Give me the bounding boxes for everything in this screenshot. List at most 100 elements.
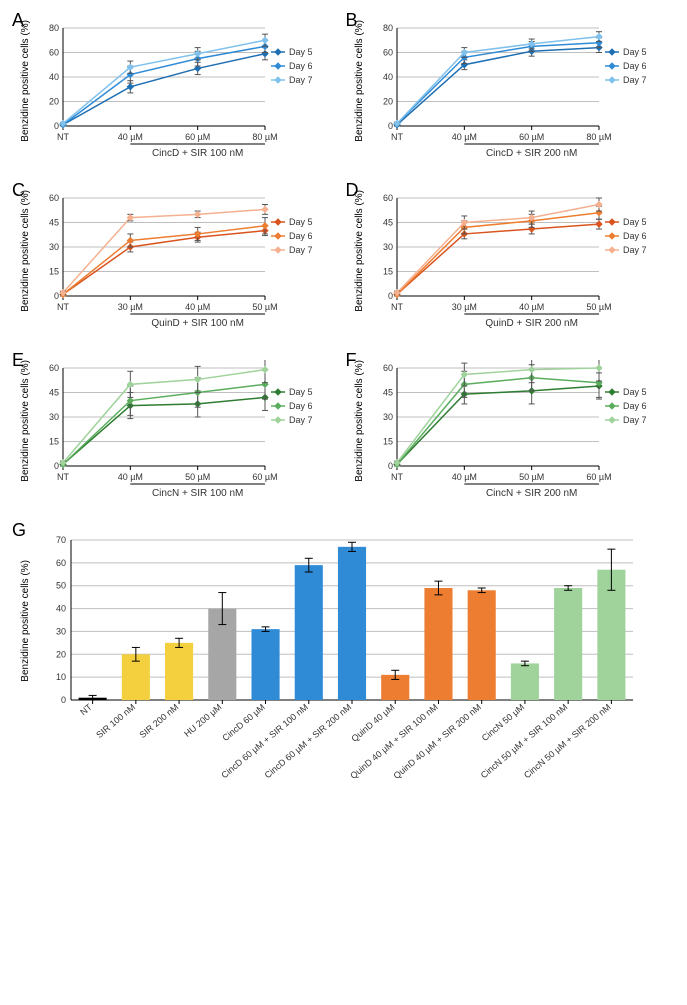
svg-text:30: 30 xyxy=(382,412,392,422)
line-chart-E: 015304560NT40 µM50 µM60 µMCincN + SIR 10… xyxy=(33,360,323,500)
svg-text:60: 60 xyxy=(382,363,392,373)
svg-text:30: 30 xyxy=(49,412,59,422)
svg-text:15: 15 xyxy=(49,437,59,447)
svg-text:60: 60 xyxy=(56,558,66,568)
svg-text:30: 30 xyxy=(56,626,66,636)
svg-text:0: 0 xyxy=(61,695,66,705)
svg-text:Day 7: Day 7 xyxy=(289,415,313,425)
svg-text:30 µM: 30 µM xyxy=(451,302,476,312)
svg-text:Day 6: Day 6 xyxy=(289,61,313,71)
panel-B: B Benzidine positive cells (%) 020406080… xyxy=(354,20,668,160)
svg-text:60: 60 xyxy=(382,48,392,58)
panel-E: E Benzidine positive cells (%) 015304560… xyxy=(20,360,334,500)
svg-text:CincN 50 µM + SIR 200 nM: CincN 50 µM + SIR 200 nM xyxy=(522,702,613,780)
svg-text:45: 45 xyxy=(49,218,59,228)
line-chart-A: 020406080NT40 µM60 µM80 µMCincD + SIR 10… xyxy=(33,20,323,160)
svg-text:CincD 60 µM: CincD 60 µM xyxy=(220,702,266,743)
svg-text:CincN + SIR 100 nM: CincN + SIR 100 nM xyxy=(152,488,243,499)
svg-text:Day 5: Day 5 xyxy=(623,47,647,57)
svg-text:NT: NT xyxy=(57,132,69,142)
svg-text:15: 15 xyxy=(382,267,392,277)
svg-text:50 µM: 50 µM xyxy=(519,472,544,482)
svg-text:30 µM: 30 µM xyxy=(118,302,143,312)
y-axis-label: Benzidine positive cells (%) xyxy=(354,190,365,312)
svg-text:CincD + SIR 200 nM: CincD + SIR 200 nM xyxy=(485,148,576,159)
svg-text:50 µM: 50 µM xyxy=(252,302,277,312)
panel-F: F Benzidine positive cells (%) 015304560… xyxy=(354,360,668,500)
svg-text:10: 10 xyxy=(56,672,66,682)
svg-text:Day 5: Day 5 xyxy=(623,217,647,227)
svg-text:80 µM: 80 µM xyxy=(252,132,277,142)
svg-text:40 µM: 40 µM xyxy=(118,132,143,142)
y-axis-label: Benzidine positive cells (%) xyxy=(20,20,31,142)
svg-text:QuinD 40 µM + SIR 200 nM: QuinD 40 µM + SIR 200 nM xyxy=(392,702,483,781)
svg-text:Day 6: Day 6 xyxy=(623,61,647,71)
svg-text:50 µM: 50 µM xyxy=(586,302,611,312)
svg-text:60: 60 xyxy=(49,48,59,58)
y-axis-label: Benzidine positive cells (%) xyxy=(20,190,31,312)
svg-text:50: 50 xyxy=(56,581,66,591)
svg-text:20: 20 xyxy=(56,649,66,659)
svg-text:Day 5: Day 5 xyxy=(623,387,647,397)
svg-text:QuinD 40 µM + SIR 100 nM: QuinD 40 µM + SIR 100 nM xyxy=(348,702,439,781)
svg-text:80: 80 xyxy=(49,23,59,33)
svg-text:40 µM: 40 µM xyxy=(451,472,476,482)
bar-chart-G: 010203040506070NTSIR 100 nMSIR 200 nMHU … xyxy=(33,530,643,810)
svg-text:Day 7: Day 7 xyxy=(623,75,647,85)
svg-text:Day 5: Day 5 xyxy=(289,387,313,397)
svg-text:Day 7: Day 7 xyxy=(623,245,647,255)
svg-text:40 µM: 40 µM xyxy=(451,132,476,142)
svg-text:SIR 100 nM: SIR 100 nM xyxy=(94,702,137,740)
svg-text:15: 15 xyxy=(382,437,392,447)
svg-text:60: 60 xyxy=(382,193,392,203)
svg-text:CincN 50 µM: CincN 50 µM xyxy=(480,702,526,743)
svg-text:20: 20 xyxy=(382,97,392,107)
line-chart-F: 015304560NT40 µM50 µM60 µMCincN + SIR 20… xyxy=(367,360,657,500)
panel-D: D Benzidine positive cells (%) 015304560… xyxy=(354,190,668,330)
svg-text:80: 80 xyxy=(382,23,392,33)
svg-text:80 µM: 80 µM xyxy=(586,132,611,142)
svg-text:CincD + SIR 100 nM: CincD + SIR 100 nM xyxy=(152,148,243,159)
svg-text:15: 15 xyxy=(49,267,59,277)
svg-text:NT: NT xyxy=(391,132,403,142)
svg-text:45: 45 xyxy=(382,218,392,228)
svg-text:Day 7: Day 7 xyxy=(289,245,313,255)
svg-text:60 µM: 60 µM xyxy=(519,132,544,142)
svg-text:50 µM: 50 µM xyxy=(185,472,210,482)
svg-text:Day 6: Day 6 xyxy=(289,231,313,241)
svg-text:20: 20 xyxy=(49,97,59,107)
svg-text:CincN 50 µM + SIR 100 nM: CincN 50 µM + SIR 100 nM xyxy=(479,702,570,780)
svg-text:60: 60 xyxy=(49,363,59,373)
y-axis-label: Benzidine positive cells (%) xyxy=(20,360,31,482)
svg-text:Day 7: Day 7 xyxy=(289,75,313,85)
svg-text:0: 0 xyxy=(387,121,392,131)
svg-text:60 µM: 60 µM xyxy=(252,472,277,482)
svg-text:30: 30 xyxy=(382,242,392,252)
svg-text:40: 40 xyxy=(382,72,392,82)
svg-text:45: 45 xyxy=(382,388,392,398)
svg-text:Day 6: Day 6 xyxy=(289,401,313,411)
svg-text:Day 6: Day 6 xyxy=(623,401,647,411)
svg-text:CincD 60 µM + SIR 200 nM: CincD 60 µM + SIR 200 nM xyxy=(263,702,354,780)
svg-text:30: 30 xyxy=(49,242,59,252)
svg-text:Day 5: Day 5 xyxy=(289,217,313,227)
svg-text:HU 200 µM: HU 200 µM xyxy=(182,702,223,739)
svg-text:NT: NT xyxy=(78,702,94,718)
svg-text:0: 0 xyxy=(54,291,59,301)
y-axis-label: Benzidine positive cells (%) xyxy=(354,20,365,142)
line-chart-C: 015304560NT30 µM40 µM50 µMQuinD + SIR 10… xyxy=(33,190,323,330)
svg-text:0: 0 xyxy=(387,291,392,301)
svg-text:Day 5: Day 5 xyxy=(289,47,313,57)
svg-text:60 µM: 60 µM xyxy=(586,472,611,482)
svg-text:0: 0 xyxy=(54,461,59,471)
svg-text:NT: NT xyxy=(57,472,69,482)
svg-text:0: 0 xyxy=(54,121,59,131)
line-chart-B: 0 20 40 60 80 NT 40 µM 60 µM 80 µM CincD + SIR 20… xyxy=(367,20,657,160)
line-chart-D: 015304560NT30 µM40 µM50 µMQuinD + SIR 20… xyxy=(367,190,657,330)
svg-text:0: 0 xyxy=(387,461,392,471)
svg-text:45: 45 xyxy=(49,388,59,398)
svg-text:SIR 200 nM: SIR 200 nM xyxy=(138,702,181,740)
svg-text:70: 70 xyxy=(56,535,66,545)
svg-text:CincN + SIR 200 nM: CincN + SIR 200 nM xyxy=(485,488,576,499)
svg-text:60: 60 xyxy=(49,193,59,203)
